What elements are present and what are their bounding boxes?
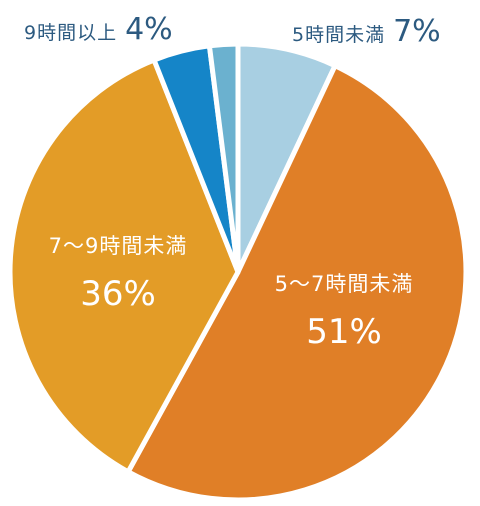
label-under-5-hours: 5時間未満 7% (292, 14, 441, 49)
label-under-5-hours-value: 7% (393, 14, 441, 49)
label-9-plus-hours-category: 9時間以上 (24, 22, 118, 44)
label-9-plus-hours-value: 4% (125, 12, 173, 47)
label-under-5-hours-category: 5時間未満 (292, 24, 386, 46)
label-7-to-9-hours-category: 7〜9時間未満 (48, 234, 188, 258)
slice-7-to-9-hours (7, 57, 241, 475)
label-9-plus-hours: 9時間以上 4% (24, 12, 173, 47)
slice-small-segment (206, 41, 241, 275)
label-5-to-7-hours-category: 5〜7時間未満 (274, 272, 414, 296)
label-5-to-7-hours-value: 51% (306, 312, 382, 352)
label-7-to-9-hours: 7〜9時間未満 36% (30, 230, 206, 314)
label-7-to-9-hours-value: 36% (80, 274, 156, 314)
label-5-to-7-hours: 5〜7時間未満 51% (256, 268, 432, 352)
slice-5-to-7-hours (125, 63, 469, 503)
